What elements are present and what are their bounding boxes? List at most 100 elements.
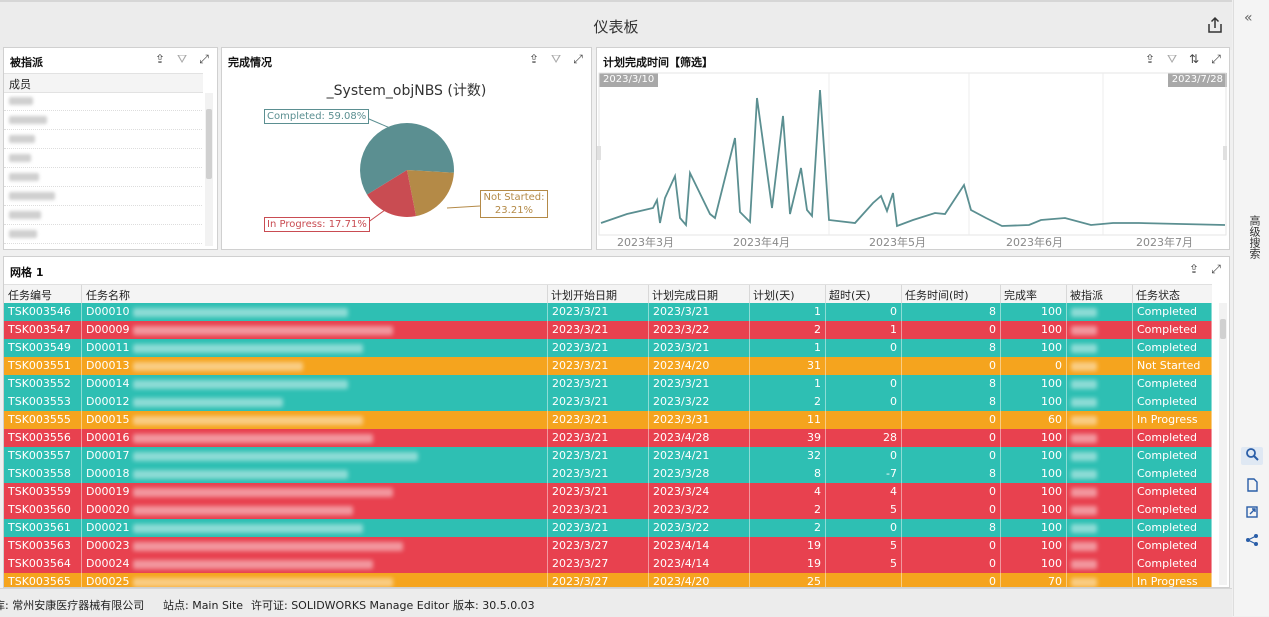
column-header[interactable]: 完成率	[1004, 289, 1037, 302]
maximize-icon[interactable]: ⤢	[1211, 262, 1221, 276]
member-scrollbar[interactable]	[205, 93, 213, 246]
column-header[interactable]: 计划完成日期	[652, 289, 718, 302]
share-icon[interactable]	[1206, 16, 1224, 34]
table-row[interactable]: TSK003549 D00011 2023/3/21 2023/3/21 1 0 8 100 C…	[4, 339, 1212, 357]
range-start-tag: 2023/3/10	[599, 73, 659, 87]
open-external-icon[interactable]	[1243, 505, 1261, 523]
filter-clear-icon[interactable]: ⛛	[550, 52, 562, 66]
table-row[interactable]: TSK003557 D00017 2023/3/21 2023/4/21 32 0 0 100…	[4, 447, 1212, 465]
column-header[interactable]: 计划开始日期	[551, 289, 617, 302]
cell-end: 2023/3/22	[649, 393, 750, 411]
table-row[interactable]: TSK003565 D00025 2023/3/27 2023/4/20 25 0 70 In…	[4, 573, 1212, 587]
cell-assignee	[1067, 519, 1133, 537]
column-header[interactable]: 任务编号	[8, 289, 52, 302]
cell-plan: 32	[750, 447, 826, 465]
cell-rate: 70	[1001, 573, 1067, 587]
cell-hours: 8	[902, 465, 1001, 483]
cell-assignee	[1067, 411, 1133, 429]
cell-hours: 8	[902, 393, 1001, 411]
cell-plan: 25	[750, 573, 826, 587]
share-icon[interactable]: ⇪	[154, 52, 166, 66]
range-handle-right[interactable]	[1223, 146, 1227, 160]
column-header[interactable]: 计划(天)	[753, 289, 795, 302]
completion-panel: 完成情况 ⇪ ⛛ ⤢ _System_objNBS (计数) Completed…	[221, 47, 592, 250]
table-row[interactable]: TSK003551 D00013 2023/3/21 2023/4/20 31 0 0 Not…	[4, 357, 1212, 375]
cell-start: 2023/3/21	[548, 447, 649, 465]
cell-id: TSK003559	[4, 483, 82, 501]
cell-rate: 100	[1001, 555, 1067, 573]
column-header[interactable]: 被指派	[1070, 289, 1103, 302]
table-row[interactable]: TSK003552 D00014 2023/3/21 2023/3/21 1 0 8 100 C…	[4, 375, 1212, 393]
member-column-header[interactable]: 成员	[4, 73, 203, 93]
list-item[interactable]	[4, 168, 202, 187]
document-icon[interactable]	[1243, 478, 1261, 496]
pie-slice-in-progress[interactable]	[367, 170, 416, 217]
column-header[interactable]: 任务时间(时)	[905, 289, 969, 302]
cell-end: 2023/3/21	[649, 303, 750, 321]
cell-over: 0	[826, 519, 902, 537]
share-nodes-icon[interactable]	[1243, 533, 1261, 551]
x-tick-label: 2023年5月	[869, 236, 926, 249]
cell-assignee	[1067, 573, 1133, 587]
cell-over: -7	[826, 465, 902, 483]
grid-scrollbar[interactable]	[1219, 303, 1227, 585]
search-icon[interactable]	[1241, 447, 1263, 465]
advanced-search-tab[interactable]: 高级搜索	[1248, 215, 1261, 259]
filter-clear-icon[interactable]: ⛛	[176, 52, 188, 66]
cell-end: 2023/3/21	[649, 375, 750, 393]
table-row[interactable]: TSK003559 D00019 2023/3/21 2023/3/24 4 4 0 100 C…	[4, 483, 1212, 501]
list-item[interactable]	[4, 92, 202, 111]
cell-end: 2023/3/24	[649, 483, 750, 501]
table-row[interactable]: TSK003546 D00010 2023/3/21 2023/3/21 1 0 8 100 C…	[4, 303, 1212, 321]
maximize-icon[interactable]: ⤢	[199, 52, 209, 66]
cell-rate: 100	[1001, 303, 1067, 321]
cell-end: 2023/4/20	[649, 573, 750, 587]
cell-hours: 0	[902, 573, 1001, 587]
cell-over: 0	[826, 447, 902, 465]
cell-start: 2023/3/21	[548, 357, 649, 375]
table-row[interactable]: TSK003553 D00012 2023/3/21 2023/3/22 2 0 8 100 C…	[4, 393, 1212, 411]
column-header[interactable]: 任务名称	[86, 289, 130, 302]
table-row[interactable]: TSK003547 D00009 2023/3/21 2023/3/22 2 1 0 100 C…	[4, 321, 1212, 339]
cell-status: Completed	[1133, 483, 1212, 501]
list-item[interactable]	[4, 130, 202, 149]
table-row[interactable]: TSK003555 D00015 2023/3/21 2023/3/31 11 0 60 In…	[4, 411, 1212, 429]
table-row[interactable]: TSK003563 D00023 2023/3/27 2023/4/14 19 5 0 100…	[4, 537, 1212, 555]
pie-slice-completed[interactable]	[407, 123, 454, 173]
pie-slice-not-started[interactable]	[407, 170, 454, 217]
column-header[interactable]: 超时(天)	[829, 289, 871, 302]
cell-assignee	[1067, 375, 1133, 393]
cell-plan: 11	[750, 411, 826, 429]
cell-assignee	[1067, 393, 1133, 411]
table-row[interactable]: TSK003558 D00018 2023/3/21 2023/3/28 8 -7 8 100…	[4, 465, 1212, 483]
list-item[interactable]	[4, 111, 202, 130]
cell-status: In Progress	[1133, 411, 1212, 429]
cell-over	[826, 357, 902, 375]
list-item[interactable]	[4, 187, 202, 206]
cell-over: 1	[826, 321, 902, 339]
maximize-icon[interactable]: ⤢	[1211, 52, 1221, 66]
cell-rate: 100	[1001, 429, 1067, 447]
cell-plan: 8	[750, 465, 826, 483]
range-handle-left[interactable]	[597, 146, 601, 160]
table-row[interactable]: TSK003556 D00016 2023/3/21 2023/4/28 39 28 0 10…	[4, 429, 1212, 447]
share-icon[interactable]: ⇪	[1188, 262, 1200, 276]
share-icon[interactable]: ⇪	[528, 52, 540, 66]
list-item[interactable]	[4, 206, 202, 225]
table-row[interactable]: TSK003561 D00021 2023/3/21 2023/3/22 2 0 8 100 C…	[4, 519, 1212, 537]
maximize-icon[interactable]: ⤢	[573, 52, 583, 66]
cell-id: TSK003555	[4, 411, 82, 429]
list-item[interactable]	[4, 149, 202, 168]
cell-over	[826, 411, 902, 429]
cell-status: Completed	[1133, 501, 1212, 519]
list-item[interactable]	[4, 225, 202, 244]
filter-clear-icon[interactable]: ⛛	[1166, 52, 1178, 66]
collapse-icon[interactable]: «	[1244, 10, 1253, 26]
sort-icon[interactable]: ⇅	[1188, 52, 1200, 66]
table-row[interactable]: TSK003560 D00020 2023/3/21 2023/3/22 2 5 0 100 C…	[4, 501, 1212, 519]
cell-start: 2023/3/21	[548, 519, 649, 537]
cell-hours: 8	[902, 375, 1001, 393]
table-row[interactable]: TSK003564 D00024 2023/3/27 2023/4/14 19 5 0 100…	[4, 555, 1212, 573]
share-icon[interactable]: ⇪	[1144, 52, 1156, 66]
column-header[interactable]: 任务状态	[1136, 289, 1180, 302]
